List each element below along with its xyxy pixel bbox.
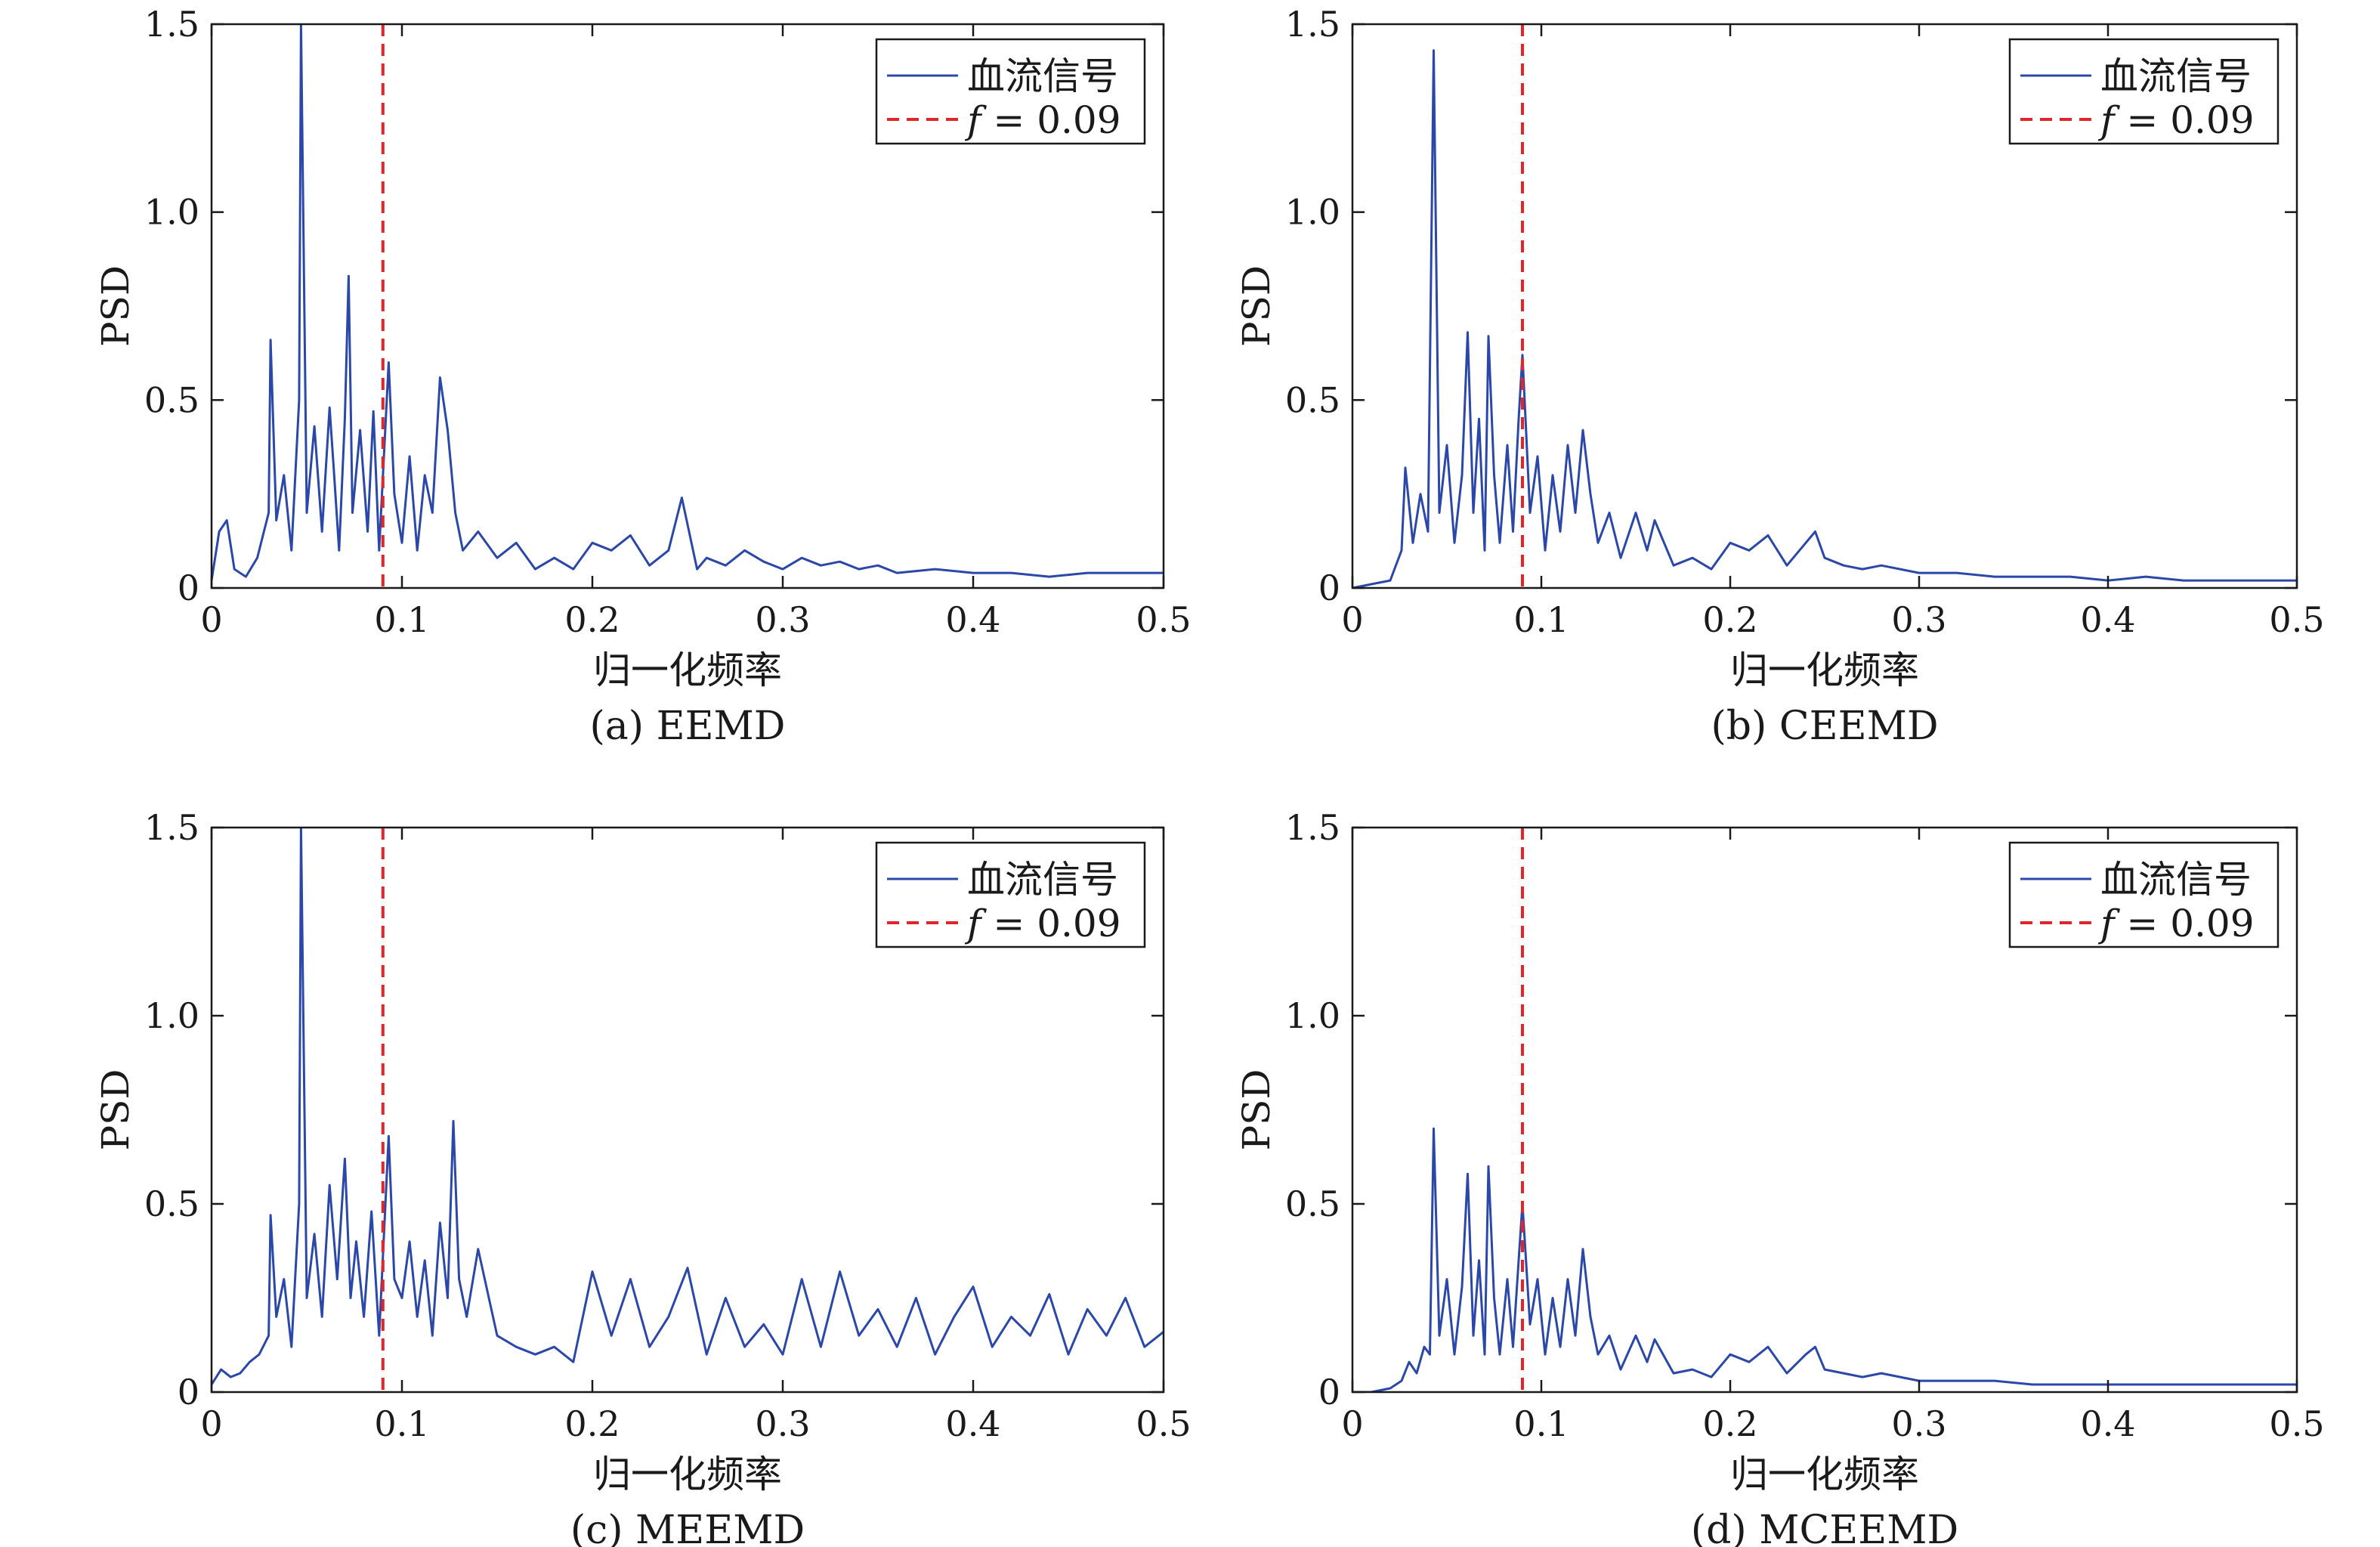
psd-signal-line	[212, 828, 1164, 1385]
x-tick-label: 0.4	[2080, 1403, 2135, 1444]
chart-panel-3: 0 0.1 0.2 0.3 0.4 0.5 0 0.5 1.0 1.5 归一化频率 PSD (d) MC…	[1235, 807, 2325, 1547]
y-tick-label: 0.5	[1285, 1183, 1340, 1224]
y-axis-title: PSD	[94, 1069, 138, 1151]
legend-threshold-label: f = 0.09	[2097, 902, 2255, 945]
y-tick-label: 0	[178, 1372, 199, 1412]
legend-threshold-label: f = 0.09	[2097, 98, 2255, 142]
plot-frame	[1351, 826, 2298, 1394]
legend-signal-label: 血流信号	[967, 54, 1118, 98]
x-axis-title: 归一化频率	[1730, 648, 1919, 692]
x-tick-label: 0.5	[1136, 1403, 1191, 1444]
legend-signal-label: 血流信号	[2100, 858, 2252, 902]
x-tick-label: 0.1	[374, 1403, 429, 1444]
x-tick-label: 0.3	[755, 599, 810, 640]
x-tick-label: 0.5	[1136, 599, 1191, 640]
y-tick-label: 1.5	[1285, 807, 1340, 848]
legend-box	[2008, 841, 2280, 948]
psd-signal-line	[1352, 49, 2297, 588]
legend-box	[875, 38, 1146, 145]
x-tick-label: 0.2	[564, 599, 620, 640]
plot-frame	[210, 23, 1165, 589]
legend-signal-label: 血流信号	[967, 858, 1118, 902]
x-tick-label: 0.5	[2269, 599, 2324, 640]
plot-frame	[210, 826, 1165, 1394]
x-tick-label: 0.2	[564, 1403, 620, 1444]
y-tick-label: 1.0	[144, 995, 199, 1036]
x-axis-title: 归一化频率	[593, 1453, 782, 1496]
x-tick-label: 0.1	[1513, 599, 1569, 640]
y-tick-label: 1.5	[144, 807, 199, 848]
legend-threshold-label: f = 0.09	[964, 902, 1121, 945]
x-tick-label: 0.1	[374, 599, 429, 640]
x-tick-label: 0.1	[1513, 1403, 1569, 1444]
x-tick-label: 0.4	[945, 1403, 1000, 1444]
psd-signal-line	[1352, 1127, 2297, 1392]
legend-signal-label: 血流信号	[2100, 54, 2252, 98]
panel-caption: (b) CEEMD	[1711, 704, 1938, 749]
chart-panel-2: 0 0.1 0.2 0.3 0.4 0.5 0 0.5 1.0 1.5 归一化频率 PSD (c) ME…	[94, 807, 1192, 1547]
panel-caption: (a) EEMD	[590, 704, 786, 749]
x-tick-label: 0.3	[755, 1403, 810, 1444]
x-tick-label: 0.2	[1702, 599, 1757, 640]
y-tick-label: 1.5	[1285, 4, 1340, 45]
y-tick-label: 1.0	[1285, 995, 1340, 1036]
x-tick-label: 0.4	[945, 599, 1000, 640]
y-tick-label: 0.5	[144, 1183, 199, 1224]
y-tick-label: 0	[178, 568, 199, 608]
legend-box	[875, 841, 1146, 948]
x-axis-title: 归一化频率	[593, 648, 782, 692]
x-tick-label: 0	[200, 599, 222, 640]
y-tick-label: 0.5	[144, 379, 199, 420]
plot-frame	[1351, 23, 2298, 589]
x-tick-label: 0	[1341, 599, 1363, 640]
y-tick-label: 1.0	[144, 192, 199, 233]
y-tick-label: 0	[1318, 1372, 1340, 1412]
x-tick-label: 0.4	[2080, 599, 2135, 640]
y-tick-label: 1.5	[144, 4, 199, 45]
y-tick-label: 0.5	[1285, 379, 1340, 420]
y-tick-label: 0	[1318, 568, 1340, 608]
x-tick-label: 0	[1341, 1403, 1363, 1444]
panel-caption: (c) MEEMD	[570, 1508, 805, 1547]
x-axis-title: 归一化频率	[1730, 1453, 1919, 1496]
x-tick-label: 0.3	[1891, 599, 1946, 640]
x-tick-label: 0.2	[1702, 1403, 1757, 1444]
panel-caption: (d) MCEEMD	[1691, 1508, 1958, 1547]
y-tick-label: 1.0	[1285, 192, 1340, 233]
x-tick-label: 0.3	[1891, 1403, 1946, 1444]
psd-signal-line	[212, 24, 1164, 581]
y-axis-title: PSD	[1235, 1069, 1278, 1151]
y-axis-title: PSD	[94, 265, 138, 347]
y-axis-title: PSD	[1235, 265, 1278, 347]
x-tick-label: 0	[200, 1403, 222, 1444]
chart-panel-1: 0 0.1 0.2 0.3 0.4 0.5 0 0.5 1.0 1.5 归一化频率 PSD (b) CE…	[1235, 4, 2325, 749]
legend-box	[2008, 38, 2280, 145]
x-tick-label: 0.5	[2269, 1403, 2324, 1444]
legend-threshold-label: f = 0.09	[964, 98, 1121, 142]
chart-panel-0: 0 0.1 0.2 0.3 0.4 0.5 0 0.5 1.0 1.5 归一化频率 PSD (a) EE…	[94, 4, 1192, 749]
